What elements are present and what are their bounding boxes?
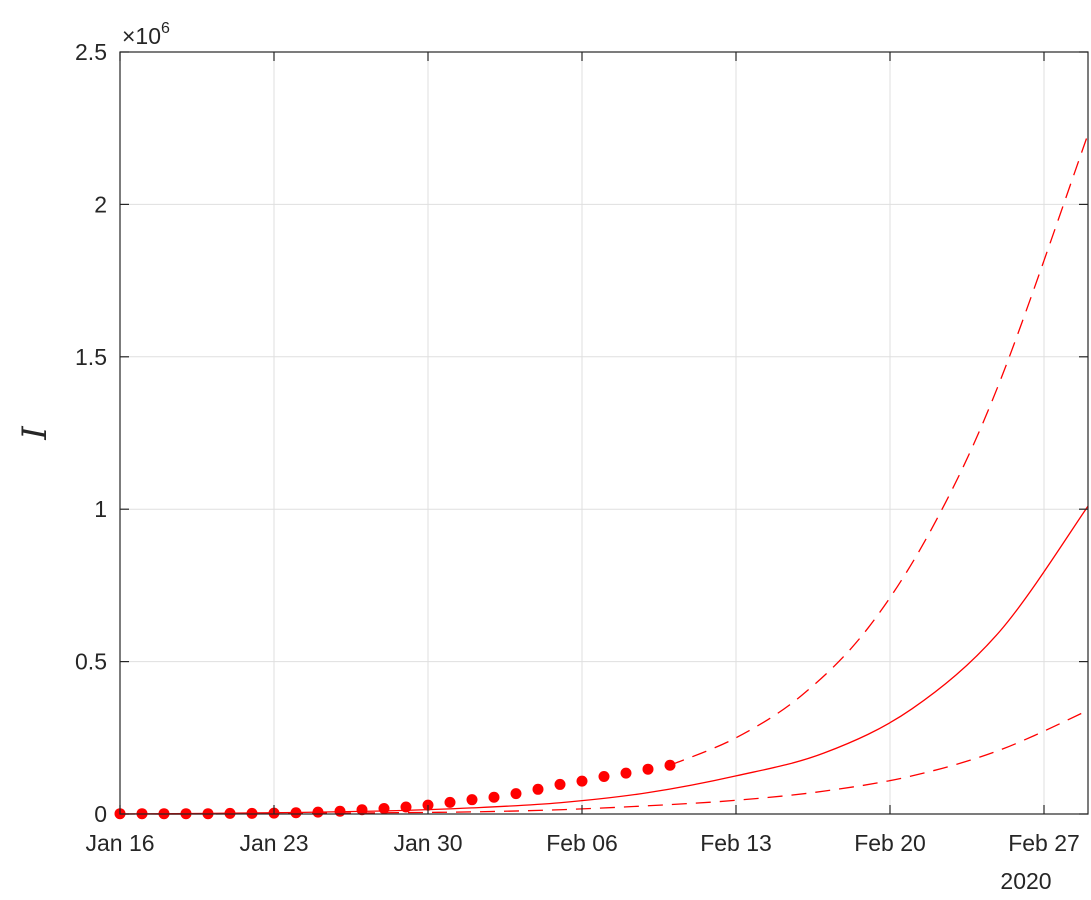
x-tick-label: Feb 06 [546,830,618,856]
x-tick-label: Feb 20 [854,830,926,856]
x-tick-labels: Jan 16 Jan 23 Jan 30 Feb 06 Feb 13 Feb 20 Feb … [85,830,1079,856]
data-point [576,775,588,787]
data-point [598,771,610,783]
y-tick-labels: 0 0.5 1 1.5 2 2.5 [75,39,107,827]
y-tick-label: 0.5 [75,649,107,675]
data-point [642,763,654,775]
x-tick-label: Feb 13 [700,830,772,856]
dashed-series-line [119,709,1089,815]
y-exponent-power: 6 [161,20,170,37]
y-tick-label: 0 [94,801,107,827]
x-tick-label: Jan 16 [85,830,154,856]
plot-frame [119,51,1089,815]
y-axis-label: I [15,426,55,441]
y-tick-label: 1.5 [75,344,107,370]
x-tick-label: Feb 27 [1008,830,1080,856]
data-point [466,794,478,806]
y-exponent-label: ×106 [122,20,170,49]
x-tick-label: Jan 23 [239,830,308,856]
data-point [664,759,676,771]
plot-background [120,52,1088,814]
series-layer [114,134,1089,820]
data-point [510,788,522,800]
x-tick-label: Jan 30 [393,830,462,856]
data-point [532,783,544,795]
x-year-label: 2020 [1000,868,1051,894]
ticks [119,51,1088,815]
data-point [444,796,456,808]
y-exponent-base: ×10 [122,23,161,49]
solid-series-line [119,505,1089,815]
data-point [620,767,632,779]
data-point [488,791,500,803]
y-tick-label: 2 [94,191,107,217]
y-tick-label: 1 [94,496,107,522]
y-tick-label: 2.5 [75,39,107,65]
dashed-series-line [669,134,1089,766]
data-point [554,778,566,790]
